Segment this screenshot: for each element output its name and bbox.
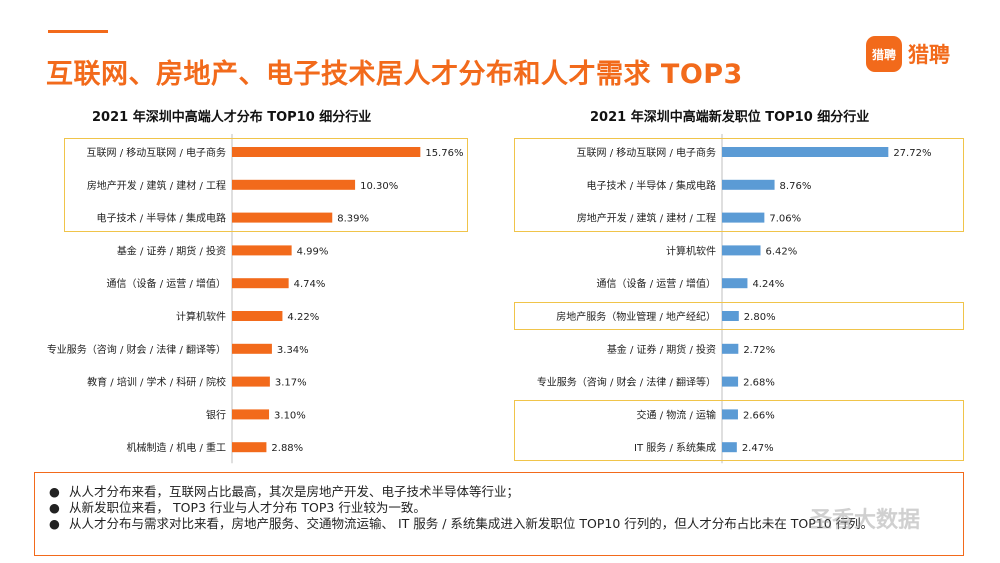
bar [232, 245, 292, 256]
notes-box: ● 从人才分布来看，互联网占比最高，其次是房地产开发、电子技术半导体等行业； ● 从… [34, 472, 964, 556]
bar [722, 311, 739, 321]
bar [722, 179, 775, 190]
note-item: ● 从人才分布来看，互联网占比最高，其次是房地产开发、电子技术半导体等行业； [49, 484, 520, 499]
value-label: 2.68% [743, 378, 775, 389]
category-label: 房地产开发 / 建筑 / 建材 / 工程 [577, 212, 716, 225]
note-item: ● 从新发职位来看， TOP3 行业与人才分布 TOP3 行业较为一致。 [49, 500, 426, 515]
left-chart-title: 2021 年深圳中高端人才分布 TOP10 细分行业 [92, 110, 372, 125]
highlight-box [514, 138, 964, 232]
title-accent-line [48, 30, 108, 33]
value-label: 2.72% [743, 345, 775, 356]
bar [722, 343, 739, 354]
category-label: 通信（设备 / 运营 / 增值） [597, 277, 716, 290]
bar [722, 245, 761, 256]
note-text: 从人才分布来看，互联网占比最高，其次是房地产开发、电子技术半导体等行业； [69, 484, 520, 499]
bar [722, 442, 737, 453]
bar [722, 278, 748, 289]
bar [232, 376, 270, 387]
category-label: 通信（设备 / 运营 / 增值） [107, 277, 226, 290]
category-label: 电子技术 / 半导体 / 集成电路 [97, 212, 226, 225]
category-label: 银行 [206, 408, 226, 421]
bar [722, 212, 765, 223]
note-text: 从新发职位来看， TOP3 行业与人才分布 TOP3 行业较为一致。 [69, 500, 426, 515]
category-label: 教育 / 培训 / 学术 / 科研 / 院校 [87, 376, 226, 389]
value-label: 3.17% [275, 378, 307, 389]
category-label: 计算机软件 [666, 244, 716, 257]
value-label: 27.72% [893, 148, 931, 159]
liepin-logo: 猎聘 猎聘 [866, 34, 950, 74]
note-item: ● 从人才分布与需求对比来看，房地产服务、交通物流运输、 IT 服务 / 系统集成… [49, 516, 874, 531]
bar [232, 442, 267, 453]
category-label: 房地产服务（物业管理 / 地产经纪） [556, 310, 716, 323]
category-label: 计算机软件 [176, 310, 226, 323]
bar [232, 343, 272, 354]
value-label: 7.06% [769, 214, 801, 225]
category-label: 专业服务（咨询 / 财会 / 法律 / 翻译等） [47, 343, 226, 356]
bar [232, 212, 333, 223]
bar [232, 409, 270, 420]
highlight-box [514, 400, 964, 462]
category-label: 房地产开发 / 建筑 / 建材 / 工程 [87, 179, 226, 192]
category-label: 机械制造 / 机电 / 重工 [127, 441, 226, 454]
value-label: 8.39% [337, 214, 369, 225]
highlight-box [514, 302, 964, 330]
category-label: IT 服务 / 系统集成 [634, 441, 716, 454]
right-bar-chart: 互联网 / 移动互联网 / 电子商务 27.72% 电子技术 / 半导体 / 集成电… [537, 134, 931, 464]
watermark: 圣香大数据 [810, 508, 921, 533]
category-label: 电子技术 / 半导体 / 集成电路 [587, 179, 716, 192]
page-title: 互联网、房地产、电子技术居人才分布和人才需求 TOP3 [46, 59, 743, 90]
value-label: 4.74% [294, 279, 326, 290]
value-label: 2.80% [744, 312, 776, 323]
category-label: 互联网 / 移动互联网 / 电子商务 [577, 146, 716, 159]
value-label: 3.34% [277, 345, 309, 356]
category-label: 基金 / 证券 / 期货 / 投资 [607, 343, 716, 356]
highlight-box [64, 138, 468, 232]
value-label: 15.76% [425, 148, 463, 159]
category-label: 互联网 / 移动互联网 / 电子商务 [87, 146, 226, 159]
logo-text: 猎聘 [908, 43, 950, 67]
note-text: 从人才分布与需求对比来看，房地产服务、交通物流运输、 IT 服务 / 系统集成进… [69, 516, 874, 531]
value-label: 4.22% [287, 312, 319, 323]
category-label: 交通 / 物流 / 运输 [637, 408, 716, 421]
bar [722, 376, 739, 387]
bar [722, 409, 738, 420]
value-label: 4.99% [297, 246, 329, 257]
logo-badge-icon: 猎聘 [866, 36, 902, 72]
category-label: 专业服务（咨询 / 财会 / 法律 / 翻译等） [537, 376, 716, 389]
left-bar-chart: 互联网 / 移动互联网 / 电子商务 15.76% 房地产开发 / 建筑 / 建材 … [47, 134, 463, 464]
category-label: 基金 / 证券 / 期货 / 投资 [117, 244, 226, 257]
bar [232, 311, 283, 321]
right-chart-title: 2021 年深圳中高端新发职位 TOP10 细分行业 [590, 110, 870, 125]
value-label: 4.24% [752, 279, 784, 290]
bar [232, 278, 289, 289]
bar [232, 179, 356, 190]
value-label: 6.42% [766, 246, 798, 257]
value-label: 2.88% [271, 443, 303, 454]
bar [722, 147, 889, 157]
bar [232, 147, 421, 157]
value-label: 2.66% [743, 410, 775, 421]
value-label: 3.10% [274, 410, 306, 421]
value-label: 8.76% [780, 181, 812, 192]
value-label: 2.47% [742, 443, 774, 454]
value-label: 10.30% [360, 181, 398, 192]
